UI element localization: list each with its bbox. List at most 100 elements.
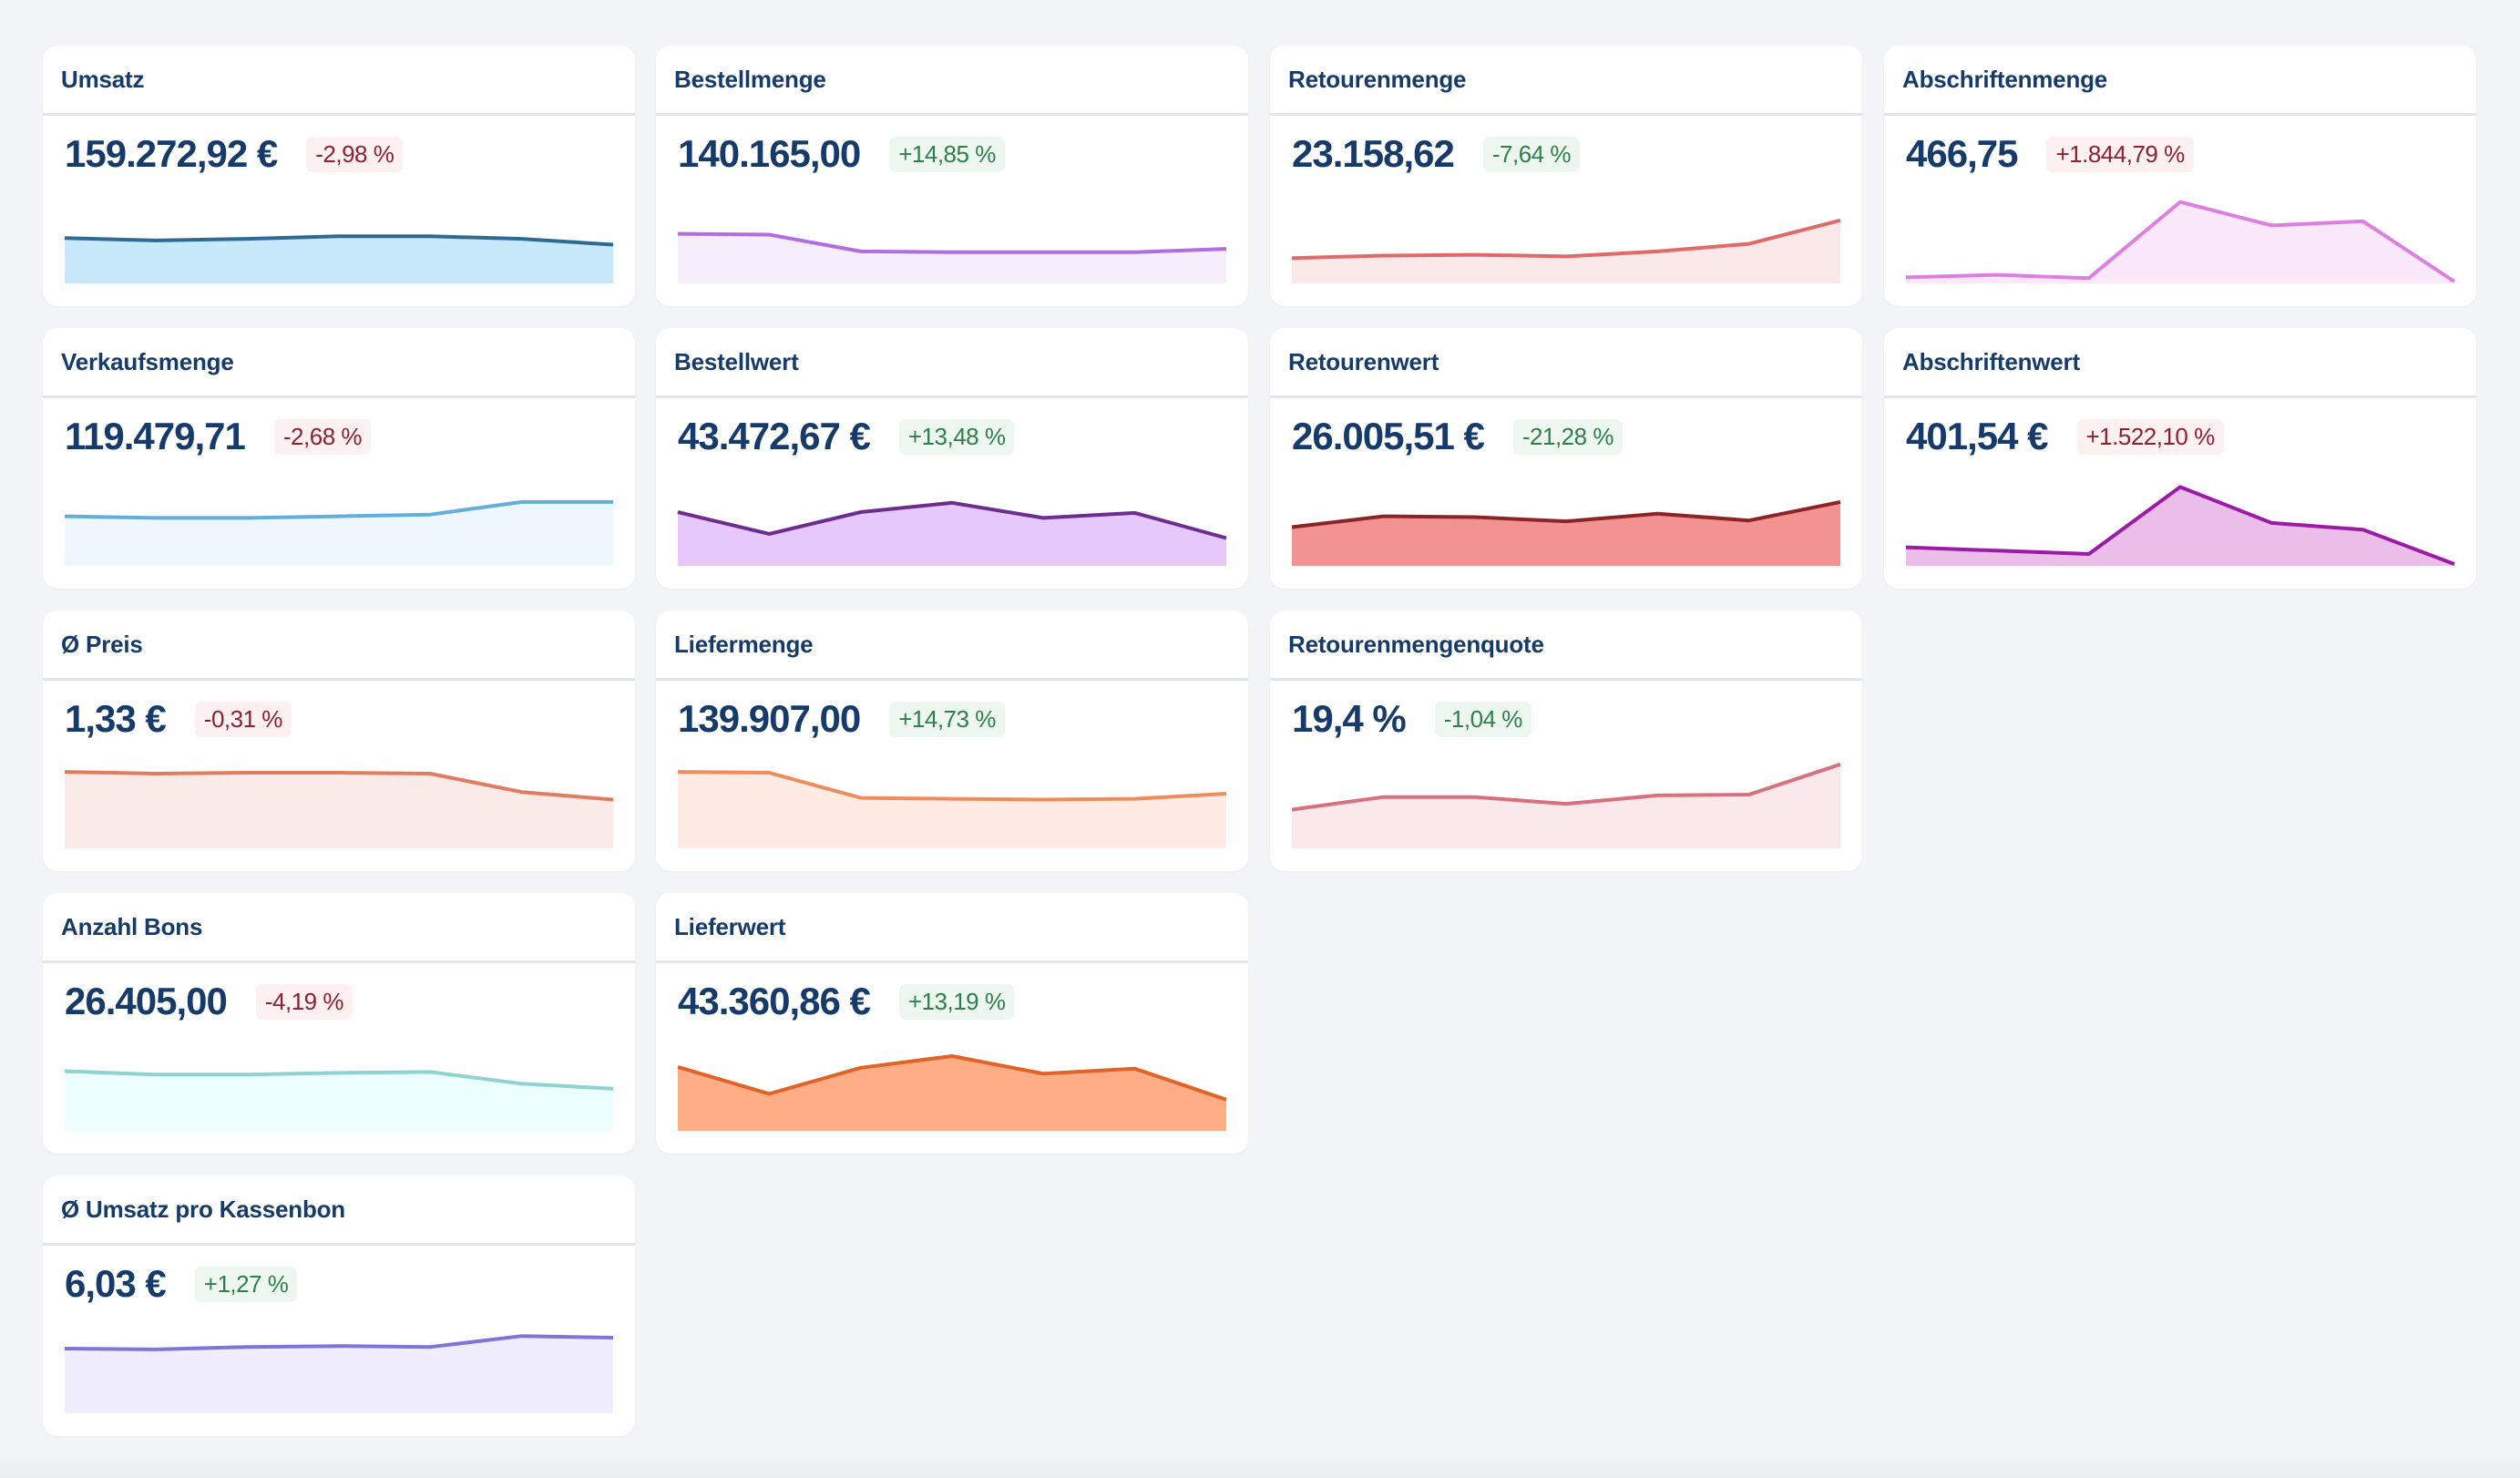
value-row: 140.165,00 +14,85 % [656,116,1248,192]
sparkline-line [1905,485,2455,566]
card-header: Bestellwert [656,328,1248,398]
delta-badge: -21,28 % [1512,418,1623,455]
value-row: 26.005,51 € -21,28 % [1270,398,1862,475]
kpi-card-umsatz-pro-kassenbon[interactable]: Ø Umsatz pro Kassenbon 6,03 € +1,27 % [43,1175,635,1436]
delta-badge: +1.522,10 % [2076,418,2224,455]
kpi-card-preis[interactable]: Ø Preis 1,33 € -0,31 % [43,611,635,871]
sparkline-chart [64,1334,614,1413]
delta-badge: -1,04 % [1434,701,1531,737]
card-header: Lieferwert [656,893,1248,963]
kpi-card-retourenmenge[interactable]: Retourenmenge 23.158,62 -7,64 % [1270,46,1862,306]
sparkline-area [1292,220,1840,283]
kpi-card-bestellmenge[interactable]: Bestellmenge 140.165,00 +14,85 % [656,46,1248,306]
kpi-card-anzahl-bons[interactable]: Anzahl Bons 26.405,00 -4,19 % [43,893,635,1154]
delta-badge: -2,98 % [306,136,404,172]
delta-badge: +1.844,79 % [2046,136,2194,172]
sparkline-chart [1291,762,1841,848]
card-header: Abschriftenmenge [1884,46,2476,116]
delta-badge: -2,68 % [273,418,371,455]
kpi-value: 139.907,00 [678,697,861,740]
card-header: Retourenmengenquote [1270,611,1862,681]
card-title: Retourenmengenquote [1288,630,1544,658]
value-row: 119.479,71 -2,68 % [43,398,635,475]
delta-badge: -4,19 % [255,983,353,1020]
page-bottom-band [0,1449,2520,1478]
sparkline-area [1292,764,1840,848]
kpi-value: 466,75 [1906,132,2018,175]
card-title: Liefermenge [674,630,814,658]
card-header: Ø Umsatz pro Kassenbon [43,1175,635,1246]
delta-badge: +13,48 % [898,418,1015,455]
kpi-value: 140.165,00 [678,132,861,175]
kpi-card-abschriftenwert[interactable]: Abschriftenwert 401,54 € +1.522,10 % [1884,328,2476,589]
card-header: Bestellmenge [656,46,1248,116]
sparkline-area [1292,501,1840,566]
sparkline-chart [677,231,1227,283]
value-row: 43.360,86 € +13,19 % [656,963,1248,1040]
kpi-value: 43.472,67 € [678,415,871,457]
kpi-card-liefermenge[interactable]: Liefermenge 139.907,00 +14,73 % [656,611,1248,871]
sparkline-area [1906,487,2454,566]
kpi-card-bestellwert[interactable]: Bestellwert 43.472,67 € +13,48 % [656,328,1248,589]
card-header: Retourenwert [1270,328,1862,398]
kpi-card-retourenmengenquote[interactable]: Retourenmengenquote 19,4 % -1,04 % [1270,611,1862,871]
sparkline-line [677,1054,1227,1102]
card-title: Bestellwert [674,347,799,375]
sparkline-line [677,500,1227,540]
kpi-value: 19,4 % [1292,697,1407,740]
sparkline-line [1291,218,1841,261]
sparkline-chart [677,1054,1227,1131]
sparkline-chart [1291,218,1841,283]
sparkline-line [64,1069,614,1091]
card-header: Anzahl Bons [43,893,635,963]
card-title: Anzahl Bons [61,912,203,940]
value-row: 23.158,62 -7,64 % [1270,116,1862,192]
card-header: Retourenmenge [1270,46,1862,116]
delta-badge: -0,31 % [194,701,292,737]
card-header: Liefermenge [656,611,1248,681]
kpi-value: 119.479,71 [65,415,246,457]
card-header: Abschriftenwert [1884,328,2476,398]
delta-badge: +14,73 % [889,701,1005,737]
sparkline-area [65,772,613,848]
sparkline-chart [677,500,1227,566]
value-row: 43.472,67 € +13,48 % [656,398,1248,475]
card-title: Bestellmenge [674,65,826,93]
card-title: Retourenmenge [1288,65,1467,93]
sparkline-chart [64,770,614,848]
card-title: Ø Umsatz pro Kassenbon [61,1195,345,1223]
card-header: Umsatz [43,46,635,116]
card-title: Lieferwert [674,912,786,940]
sparkline-chart [677,770,1227,848]
card-title: Retourenwert [1288,347,1439,375]
sparkline-chart [64,499,613,566]
kpi-card-lieferwert[interactable]: Lieferwert 43.360,86 € +13,19 % [656,893,1248,1154]
sparkline-chart [1905,485,2455,566]
kpi-card-verkaufsmenge[interactable]: Verkaufsmenge 119.479,71 -2,68 % [43,328,635,589]
card-header: Ø Preis [43,611,635,681]
sparkline-area [65,236,613,283]
kpi-value: 6,03 € [65,1262,167,1305]
value-row: 26.405,00 -4,19 % [43,963,635,1040]
kpi-card-abschriftenmenge[interactable]: Abschriftenmenge 466,75 +1.844,79 % [1884,46,2476,306]
value-row: 1,33 € -0,31 % [43,681,635,757]
sparkline-line [64,1334,614,1351]
sparkline-area [1906,201,2454,283]
kpi-card-retourenwert[interactable]: Retourenwert 26.005,51 € -21,28 % [1270,328,1862,589]
sparkline-area [678,233,1226,283]
delta-badge: +13,19 % [898,983,1015,1020]
card-title: Abschriftenmenge [1902,65,2108,93]
card-header: Verkaufsmenge [43,328,635,398]
sparkline-line [1905,200,2456,283]
kpi-value: 26.405,00 [65,980,228,1022]
kpi-card-umsatz[interactable]: Umsatz 159.272,92 € -2,98 % [43,46,635,306]
sparkline-line [64,234,614,247]
value-row: 139.907,00 +14,73 % [656,681,1248,757]
value-row: 19,4 % -1,04 % [1270,681,1862,757]
card-title: Ø Preis [61,630,143,658]
sparkline-area [65,1071,613,1131]
delta-badge: +14,85 % [889,136,1005,172]
value-row: 6,03 € +1,27 % [43,1246,635,1322]
kpi-value: 23.158,62 [1292,132,1455,175]
sparkline-chart [64,1069,614,1131]
